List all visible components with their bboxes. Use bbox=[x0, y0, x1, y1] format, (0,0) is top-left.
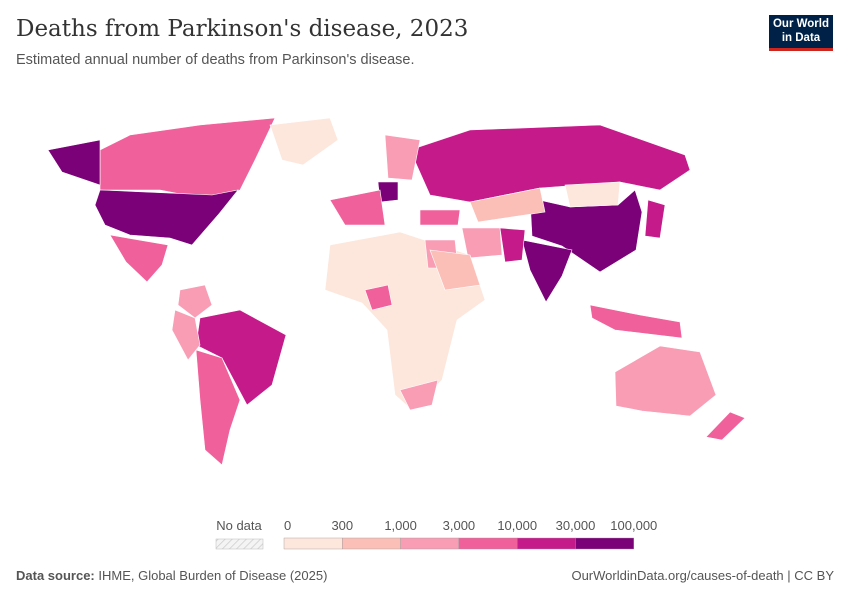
legend-bin-1[interactable] bbox=[342, 537, 401, 550]
country-pakistan[interactable] bbox=[499, 227, 526, 263]
country-turkey[interactable] bbox=[419, 209, 461, 226]
data-source: Data source: IHME, Global Burden of Dise… bbox=[16, 568, 327, 583]
country-russia[interactable] bbox=[409, 124, 691, 203]
country-india[interactable] bbox=[521, 239, 573, 303]
chart-title: Deaths from Parkinson's disease, 2023 bbox=[16, 16, 469, 42]
country-japan[interactable] bbox=[644, 199, 666, 239]
legend-tick-label: 3,000 bbox=[443, 518, 476, 533]
country-new-zealand[interactable] bbox=[705, 411, 746, 441]
country-indonesia[interactable] bbox=[589, 304, 683, 339]
owid-logo[interactable]: Our World in Data bbox=[769, 15, 833, 51]
country-canada[interactable] bbox=[99, 117, 276, 201]
country-kazakhstan[interactable] bbox=[469, 187, 546, 223]
country-mexico[interactable] bbox=[109, 234, 169, 283]
legend-bin-2[interactable] bbox=[400, 537, 460, 550]
world-map bbox=[47, 117, 746, 466]
legend-tick-label: 100,000 bbox=[610, 518, 657, 533]
chart-subtitle: Estimated annual number of deaths from P… bbox=[16, 52, 415, 68]
country-south-africa[interactable] bbox=[399, 379, 439, 411]
legend-bin-5[interactable] bbox=[575, 537, 634, 550]
logo-text: Our World in Data bbox=[772, 18, 829, 44]
legend-tick-label: 300 bbox=[331, 518, 353, 533]
legend-bin-0[interactable] bbox=[283, 537, 343, 550]
legend-tick-label: 10,000 bbox=[497, 518, 537, 533]
country-nigeria[interactable] bbox=[364, 284, 393, 311]
legend-tick-label: 30,000 bbox=[556, 518, 596, 533]
country-colombia[interactable] bbox=[177, 284, 213, 319]
country-argentina[interactable] bbox=[195, 349, 241, 466]
source-text: IHME, Global Burden of Disease (2025) bbox=[98, 568, 328, 583]
country-scandinavia[interactable] bbox=[384, 134, 421, 181]
country-peru[interactable] bbox=[171, 309, 201, 361]
country-mongolia[interactable] bbox=[564, 181, 621, 208]
country-australia[interactable] bbox=[614, 345, 717, 417]
country-saudi-arabia[interactable] bbox=[429, 249, 481, 291]
country-united-states[interactable] bbox=[94, 189, 239, 246]
source-url-link[interactable]: OurWorldinData.org/causes-of-death | CC … bbox=[571, 568, 834, 583]
legend-tick-label: 1,000 bbox=[384, 518, 417, 533]
legend-bin-4[interactable] bbox=[517, 537, 576, 550]
country-alaska-united-states[interactable] bbox=[47, 139, 101, 186]
source-label: Data source: bbox=[16, 568, 95, 583]
country-brazil[interactable] bbox=[195, 309, 287, 406]
legend-no-data-label: No data bbox=[216, 518, 262, 533]
country-western-europe[interactable] bbox=[329, 189, 386, 226]
country-greenland[interactable] bbox=[269, 117, 339, 166]
legend-no-data-swatch bbox=[215, 538, 264, 550]
country-iran[interactable] bbox=[461, 227, 503, 259]
legend-tick-label: 0 bbox=[284, 518, 291, 533]
legend-bin-3[interactable] bbox=[458, 537, 518, 550]
